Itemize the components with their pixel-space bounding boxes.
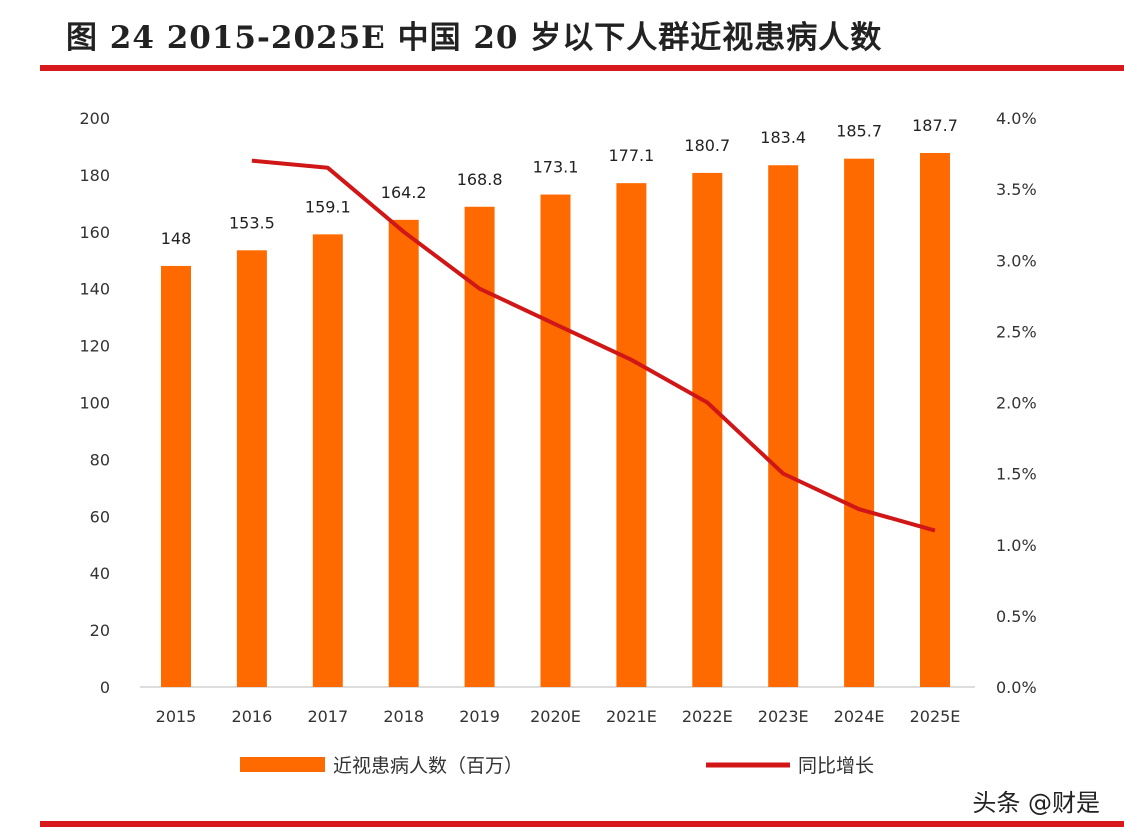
bar [692,172,723,687]
bar [920,152,950,687]
right-tick-label: 2.0% [996,394,1037,413]
left-tick-label: 180 [79,166,110,185]
bar-data-label: 177.1 [608,146,654,165]
left-tick-label: 20 [90,621,110,640]
bar-data-label: 180.7 [684,136,730,155]
left-tick-label: 140 [79,280,110,299]
bar-data-label: 185.7 [836,122,882,141]
left-tick-label: 200 [79,109,110,128]
right-tick-label: 3.5% [996,180,1037,199]
bar [161,265,191,687]
bar-data-label: 153.5 [229,213,275,232]
x-tick-label: 2021E [606,707,657,726]
x-tick-label: 2017 [307,707,348,726]
x-tick-label: 2015 [156,707,197,726]
bar [768,165,799,688]
right-tick-label: 4.0% [996,109,1037,128]
bar [844,158,875,688]
x-tick-label: 2024E [834,707,885,726]
bar [236,250,267,688]
left-tick-label: 100 [79,394,110,413]
bar-data-label: 173.1 [533,158,579,177]
right-tick-label: 1.0% [996,536,1037,555]
right-tick-label: 1.5% [996,465,1037,484]
bar-data-label: 148 [161,229,192,248]
right-tick-label: 3.0% [996,251,1037,270]
x-tick-label: 2025E [910,707,961,726]
x-tick-label: 2022E [682,707,733,726]
watermark: 头条 @财是 [972,789,1100,817]
left-tick-label: 120 [79,337,110,356]
right-tick-label: 2.5% [996,322,1037,341]
bar-data-label: 183.4 [760,128,806,147]
x-tick-label: 2020E [530,707,581,726]
legend-bar-label: 近视患病人数（百万） [333,755,523,777]
x-tick-label: 2016 [232,707,273,726]
left-tick-label: 80 [90,450,110,469]
bottom-divider [40,821,1124,827]
growth-line [251,158,936,533]
legend-bar-swatch [240,757,325,772]
bar [388,219,419,687]
bar [616,183,647,687]
left-tick-label: 0 [100,678,110,697]
legend-line-label: 同比增长 [798,755,874,777]
left-tick-label: 160 [79,223,110,242]
bar [312,234,343,687]
left-tick-label: 40 [90,564,110,583]
x-tick-label: 2018 [383,707,424,726]
left-tick-label: 60 [90,507,110,526]
right-tick-label: 0.0% [996,678,1037,697]
title-divider [40,65,1124,71]
bar-data-label: 168.8 [457,170,503,189]
x-tick-label: 2019 [459,707,500,726]
bar-data-label: 159.1 [305,197,351,216]
chart-title: 图 24 2015-2025E 中国 20 岁以下人群近视患病人数 [66,20,883,56]
x-tick-label: 2023E [758,707,809,726]
right-tick-label: 0.5% [996,607,1037,626]
bar-data-label: 164.2 [381,183,427,202]
bar-data-label: 187.7 [912,116,958,135]
bar [540,194,571,687]
